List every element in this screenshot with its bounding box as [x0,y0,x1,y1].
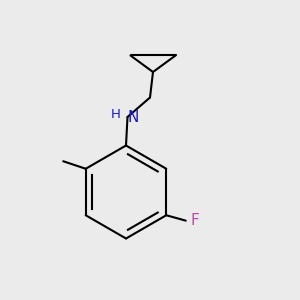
Text: F: F [190,213,199,228]
Text: H: H [111,107,121,121]
Text: N: N [127,110,139,124]
